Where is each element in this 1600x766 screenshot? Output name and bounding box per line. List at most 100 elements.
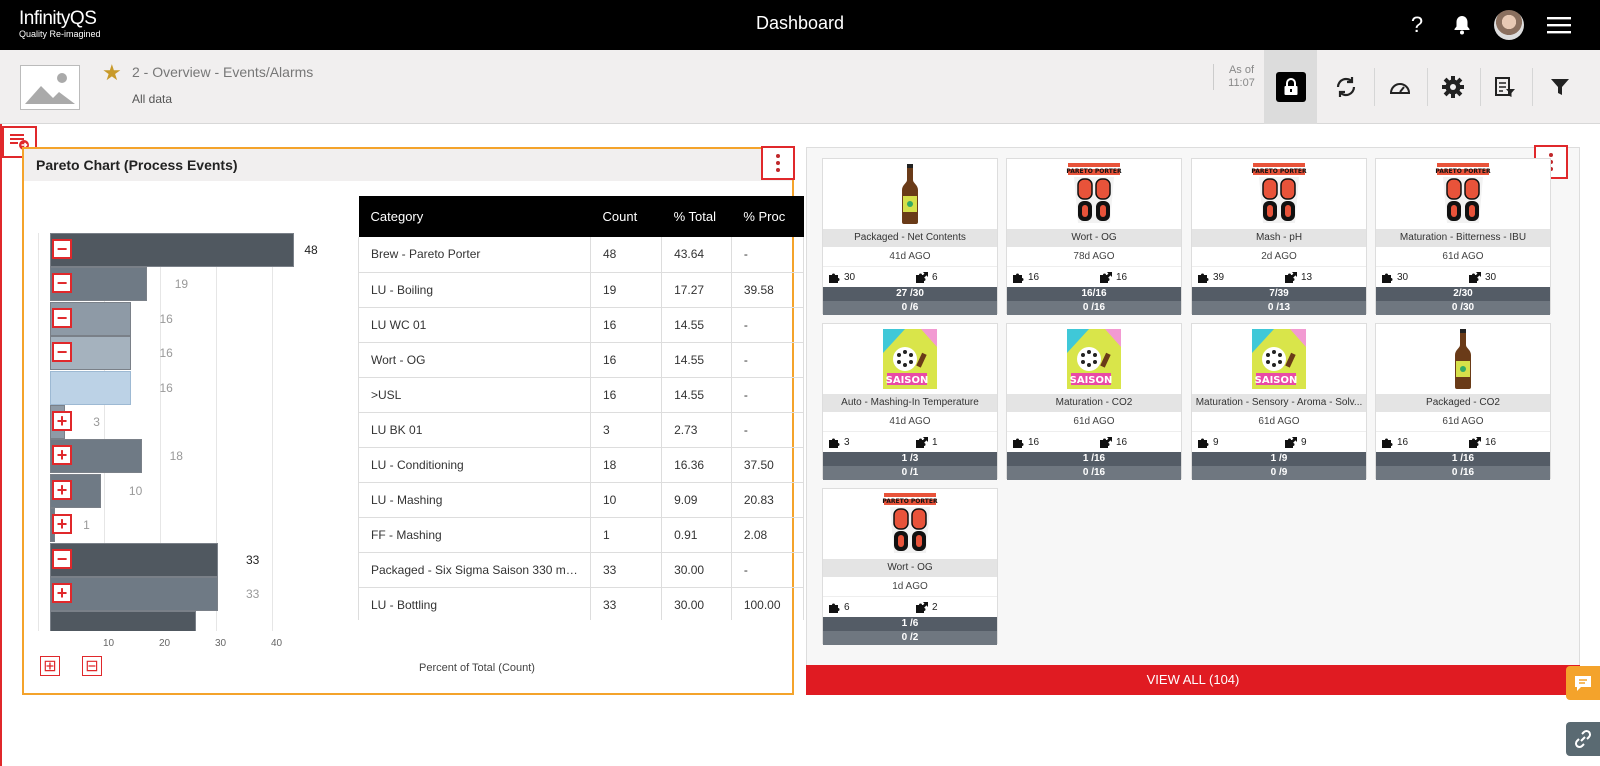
event-card-ratio-primary: 1 /16 [1007, 452, 1181, 466]
event-card-name: Maturation - Bitterness - IBU [1376, 229, 1550, 247]
dashboard-header: ★ 2 - Overview - Events/Alarms All data … [0, 50, 1600, 124]
table-cell-proc: - [731, 307, 804, 343]
gauge-icon[interactable] [1385, 72, 1415, 102]
pareto-menu-button[interactable] [761, 146, 795, 180]
collapse-row-icon[interactable]: − [52, 239, 72, 259]
col-percent-proc[interactable]: % Proc [731, 196, 804, 237]
assigned-count-value: 16 [1116, 436, 1128, 448]
expand-row-icon[interactable]: + [52, 411, 72, 431]
expand-row-icon[interactable]: + [52, 479, 72, 500]
event-card[interactable]: SAISON Maturation - Sensory - Aroma - Sol… [1191, 323, 1367, 480]
collapse-row-icon[interactable]: − [52, 273, 72, 294]
table-row[interactable]: LU - Boiling 19 17.27 39.58 [358, 272, 804, 308]
table-cell-category: Brew - Pareto Porter [358, 237, 591, 273]
bar-value-label: 1 [83, 518, 90, 533]
event-card[interactable]: Packaged - Net Contents 41d AGO 30 6 27 /30 0… [822, 158, 998, 315]
table-row[interactable]: Wort - OG 16 14.55- [358, 342, 804, 378]
lock-button[interactable] [1264, 50, 1317, 124]
event-card-ratio-primary: 1 /3 [823, 452, 997, 466]
report-filter-icon[interactable] [1490, 72, 1520, 102]
col-category[interactable]: Category [358, 196, 591, 237]
link-icon[interactable] [1566, 722, 1600, 756]
gear-icon[interactable] [1438, 72, 1468, 102]
expand-all-button[interactable]: ⊞ [40, 656, 60, 676]
table-cell-category: LU - Conditioning [358, 447, 591, 483]
expand-row-icon[interactable]: + [52, 583, 72, 603]
pareto-chart: 48 19 16 16 16 3 18 10 1 33 33 [38, 233, 350, 631]
table-row[interactable]: >USL 16 14.55- [358, 377, 804, 413]
puzzle-icon [1013, 273, 1024, 283]
saison-label-image: SAISON [883, 329, 937, 389]
table-cell-count: 10 [590, 482, 663, 518]
table-row[interactable]: LU - Bottling 33 30.00 100.00 [358, 587, 804, 620]
table-cell-proc: 100.00 [731, 587, 804, 620]
logo[interactable]: InfinityQS Quality Re-imagined [19, 8, 101, 39]
pareto-header: Pareto Chart (Process Events) [24, 149, 792, 181]
table-cell-proc: - [731, 237, 804, 273]
table-row[interactable]: LU - Conditioning 18 16.36 37.50 [358, 447, 804, 483]
unassigned-count: 16 [1007, 267, 1094, 287]
refresh-icon[interactable] [1331, 72, 1361, 102]
table-row[interactable]: Packaged - Six Sigma Saison 330 ml Gl...… [358, 552, 804, 588]
col-count[interactable]: Count [590, 196, 662, 237]
chart-bar[interactable] [50, 611, 196, 631]
table-row[interactable]: LU BK 01 3 2.73- [358, 412, 804, 448]
event-card[interactable]: PARETO PORTER Wort - OG 78d AGO 16 16 16/16 0 … [1006, 158, 1182, 315]
collapse-row-icon[interactable]: − [52, 307, 72, 328]
table-cell-category: LU WC 01 [358, 307, 591, 343]
chart-bar[interactable] [50, 233, 295, 267]
table-cell-category: LU - Mashing [358, 482, 591, 518]
user-avatar[interactable] [1494, 10, 1524, 40]
expand-row-icon[interactable]: + [52, 514, 72, 535]
expand-row-icon[interactable]: + [52, 445, 72, 466]
table-cell-count: 1 [590, 517, 663, 553]
event-card[interactable]: Packaged - CO2 61d AGO 16 16 1 /16 0 /16 [1375, 323, 1551, 480]
event-card-name: Packaged - CO2 [1376, 394, 1550, 412]
assign-icon [1469, 436, 1481, 448]
bell-icon[interactable] [1450, 11, 1474, 39]
event-card-age: 61d AGO [1376, 247, 1550, 267]
event-card-ratio-secondary: 0 /6 [823, 301, 997, 315]
event-card[interactable]: PARETO PORTER Wort - OG 1d AGO 6 2 1 /6 0 /2 [822, 488, 998, 645]
assign-icon [916, 271, 928, 283]
event-card-ratio-secondary: 0 /9 [1192, 466, 1366, 480]
chart-bar[interactable] [50, 542, 218, 577]
panel-toggle-button[interactable] [2, 126, 37, 158]
chat-icon[interactable] [1566, 666, 1600, 700]
table-row[interactable]: Brew - Pareto Porter 48 43.64- [358, 237, 804, 273]
collapse-row-icon[interactable]: − [52, 548, 72, 569]
table-cell-category: LU BK 01 [358, 412, 591, 448]
event-card-age: 1d AGO [823, 577, 997, 597]
event-card[interactable]: SAISON Maturation - CO2 61d AGO 16 16 1 /16 0 … [1006, 323, 1182, 480]
event-card-image: SAISON [1007, 324, 1181, 394]
event-card[interactable]: SAISON Auto - Mashing-In Temperature 41d A… [822, 323, 998, 480]
table-row[interactable]: LU - Mashing 10 9.09 20.83 [358, 482, 804, 518]
event-card-counts: 30 30 [1376, 267, 1550, 287]
favorite-star-icon[interactable]: ★ [102, 60, 122, 85]
assign-icon [1100, 271, 1112, 283]
assign-icon [916, 601, 928, 613]
table-cell-count: 18 [590, 447, 663, 483]
bottle-image [902, 164, 918, 224]
event-card-name: Wort - OG [1007, 229, 1181, 247]
chart-bar[interactable] [50, 577, 218, 611]
pareto-table: Category Count % Total % Proc Brew - Par… [358, 196, 804, 620]
collapse-row-icon[interactable]: − [52, 342, 72, 363]
help-icon[interactable]: ? [1405, 11, 1429, 39]
chart-bar[interactable] [50, 473, 101, 508]
collapse-all-button[interactable]: ⊟ [82, 656, 102, 676]
grid-line [216, 233, 217, 631]
filter-icon[interactable] [1545, 72, 1575, 102]
table-row[interactable]: FF - Mashing 1 0.91 2.08 [358, 517, 804, 553]
x-tick-label: 30 [215, 638, 227, 649]
event-card[interactable]: PARETO PORTER Maturation - Bitterness - I… [1375, 158, 1551, 315]
bar-value-label: 33 [246, 552, 260, 567]
table-row[interactable]: LU WC 01 16 14.55- [358, 307, 804, 343]
hamburger-icon[interactable] [1546, 11, 1572, 39]
view-all-button[interactable]: VIEW ALL (104) [806, 665, 1580, 695]
col-percent-total[interactable]: % Total [661, 196, 732, 237]
table-cell-proc: 39.58 [731, 272, 804, 308]
chart-bar[interactable] [50, 370, 132, 405]
bar-value-label: 10 [128, 483, 143, 498]
event-card[interactable]: PARETO PORTER Mash - pH 2d AGO 39 13 7/39 0 /1… [1191, 158, 1367, 315]
